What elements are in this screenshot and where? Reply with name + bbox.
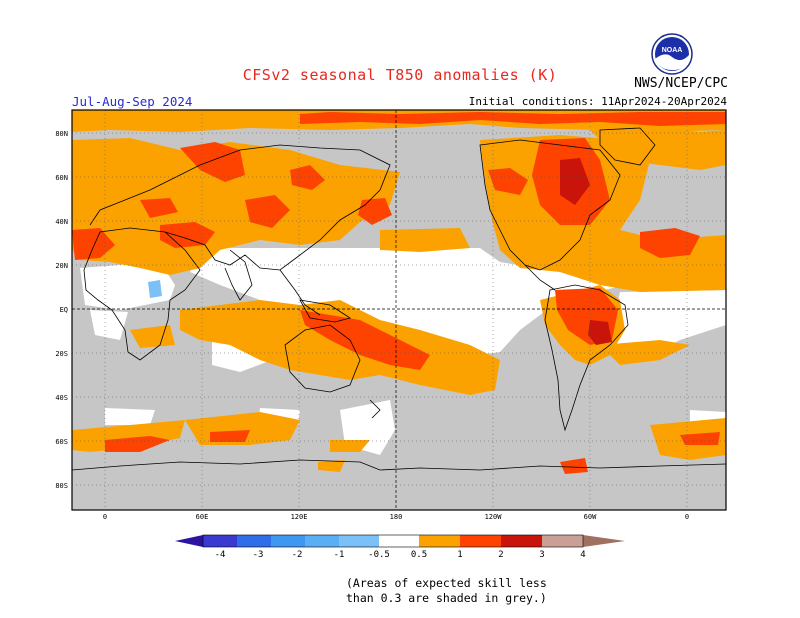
lat-label: 80N (55, 130, 68, 138)
warm-region-north-pacific (380, 228, 470, 252)
longitude-labels: 0 60E 120E 180 120W 60W 0 (103, 513, 689, 521)
colorbar-segment (542, 535, 583, 547)
colorbar-segment (203, 535, 237, 547)
colorbar-label: -1 (334, 550, 345, 560)
agency-label: NWS/NCEP/CPC (634, 76, 728, 91)
lat-label: EQ (60, 306, 68, 314)
lon-label: 0 (103, 513, 107, 521)
lon-label: 120E (291, 513, 308, 521)
warm-region-arctic-east (590, 128, 726, 170)
hottest-region-canada (560, 158, 590, 205)
colorbar-label: -4 (215, 550, 226, 560)
anomaly-field (72, 110, 726, 510)
warm-region-eurasia (72, 138, 400, 275)
colorbar-arrow-high (583, 535, 625, 547)
equator-dateline (72, 110, 726, 510)
lat-label: 20S (55, 350, 68, 358)
map-title: CFSv2 seasonal T850 anomalies (K) (242, 66, 558, 84)
svg-text:NOAA: NOAA (662, 47, 683, 54)
lat-label: 40N (55, 218, 68, 226)
lon-label: 60W (584, 513, 597, 521)
lat-label: 40S (55, 394, 68, 402)
footnote-line: than 0.3 are shaded in grey.) (346, 591, 547, 605)
colorbar-label: -3 (253, 550, 264, 560)
latitude-labels: 80N 60N 40N 20N EQ 20S 40S 60S 80S (55, 130, 68, 490)
lat-label: 60N (55, 174, 68, 182)
warm-region-maritime (180, 300, 500, 395)
colorbar-label: 3 (539, 550, 544, 560)
hot-region-siberia (180, 142, 245, 182)
lon-label: 180 (390, 513, 403, 521)
colorbar-arrow-low (175, 535, 203, 547)
colorbar-segment (305, 535, 339, 547)
colorbar-label: -2 (292, 550, 303, 560)
lat-label: 60S (55, 438, 68, 446)
hot-region-east-asia (358, 198, 392, 225)
colorbar-label: 1 (457, 550, 462, 560)
colorbar-segment (501, 535, 542, 547)
warm-region-south-atlantic (600, 340, 690, 365)
hot-region-maritime (300, 310, 430, 370)
colorbar-segment (460, 535, 501, 547)
cool-region-africa (148, 280, 162, 298)
colorbar-segment (271, 535, 305, 547)
season-label: Jul-Aug-Sep 2024 (72, 94, 193, 109)
colorbar-label: 2 (498, 550, 503, 560)
lat-label: 80S (55, 482, 68, 490)
hot-region-central-asia-2 (290, 165, 325, 190)
neutral-region-pacific (190, 248, 640, 356)
skill-footnote: (Areas of expected skill less than 0.3 a… (346, 576, 547, 606)
hot-region-central-asia-1 (245, 195, 290, 228)
colorbar-segment (419, 535, 460, 547)
lat-label: 20N (55, 262, 68, 270)
neutral-region-africa (80, 262, 175, 310)
hot-region-alaska (488, 168, 528, 195)
map-frame (71, 109, 727, 511)
initial-conditions-label: Initial conditions: 11Apr2024-20Apr2024 (468, 95, 727, 108)
map-grid (72, 110, 726, 510)
colorbar-label: 4 (580, 550, 585, 560)
warm-band-southern-ocean-1 (72, 420, 185, 452)
noaa-logo: NOAA (651, 33, 693, 75)
colorbar-label: -0.5 (368, 550, 390, 560)
hot-region-atlantic (640, 228, 700, 258)
hottest-region-brazil (588, 320, 612, 345)
colorbar-label: 0.5 (411, 550, 427, 560)
colorbar: -4 -3 -2 -1 -0.5 0.5 1 2 3 4 (175, 534, 625, 560)
colorbar-segment (339, 535, 379, 547)
lon-label: 120W (485, 513, 503, 521)
lon-label: 0 (685, 513, 689, 521)
hot-region-europe (72, 228, 115, 260)
hot-region-arctic (300, 112, 726, 126)
coastlines (72, 127, 726, 471)
colorbar-segment (379, 535, 419, 547)
colorbar-segment (237, 535, 271, 547)
lon-label: 60E (196, 513, 209, 521)
footnote-line: (Areas of expected skill less (346, 576, 547, 590)
hot-region-mideast (160, 222, 215, 248)
